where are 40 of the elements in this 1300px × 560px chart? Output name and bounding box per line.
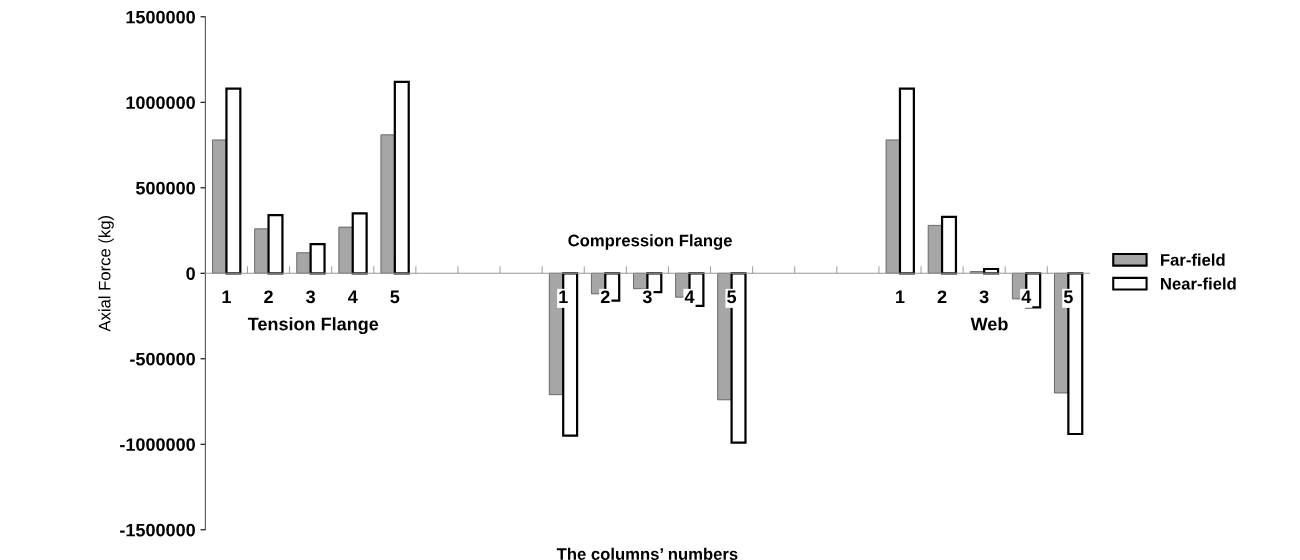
bar (898, 87, 915, 275)
x-tick-label: 4 (1021, 290, 1032, 304)
x-tick-label: 1 (559, 290, 568, 304)
y-tick-label: 0 (186, 267, 195, 280)
bar (940, 215, 958, 275)
bar (225, 87, 242, 275)
y-tick-label: -1000000 (120, 438, 195, 451)
y-axis-title: Axial Force (kg) (98, 215, 114, 332)
annotation: Web (970, 317, 1008, 331)
bar (885, 139, 901, 274)
x-tick-label: 4 (684, 290, 695, 304)
x-tick-label: 5 (727, 290, 737, 304)
x-tick-label: 2 (600, 290, 610, 304)
x-tick-label: 2 (937, 290, 947, 304)
bar (393, 80, 410, 275)
x-axis-title: The columns’ numbers (556, 547, 738, 560)
bar (380, 134, 396, 274)
x-tick-label: 2 (264, 290, 273, 304)
legend-label: Near-field (1161, 277, 1236, 290)
annotation: Compression Flange (568, 234, 732, 250)
x-tick-label: 5 (390, 290, 400, 304)
x-tick-label: 3 (642, 290, 652, 304)
legend-label: Far-field (1161, 253, 1225, 266)
y-tick-label: 500000 (135, 181, 195, 195)
bar (296, 252, 312, 274)
x-tick-label: 1 (222, 290, 231, 304)
y-tick-label: -1500000 (120, 523, 195, 537)
x-tick-label: 3 (306, 290, 316, 304)
y-tick-label: -500000 (130, 352, 195, 366)
x-tick-label: 3 (979, 290, 989, 304)
x-tick-label: 1 (896, 290, 905, 304)
x-tick-label: 4 (347, 290, 358, 304)
bar (338, 226, 354, 274)
bar (267, 214, 284, 275)
x-tick-label: 5 (1063, 290, 1073, 304)
annotation: Tension Flange (247, 317, 379, 335)
bar (351, 212, 368, 275)
y-tick-label: 1000000 (126, 96, 195, 110)
bar (309, 243, 326, 275)
y-tick-label: 1500000 (126, 10, 195, 24)
